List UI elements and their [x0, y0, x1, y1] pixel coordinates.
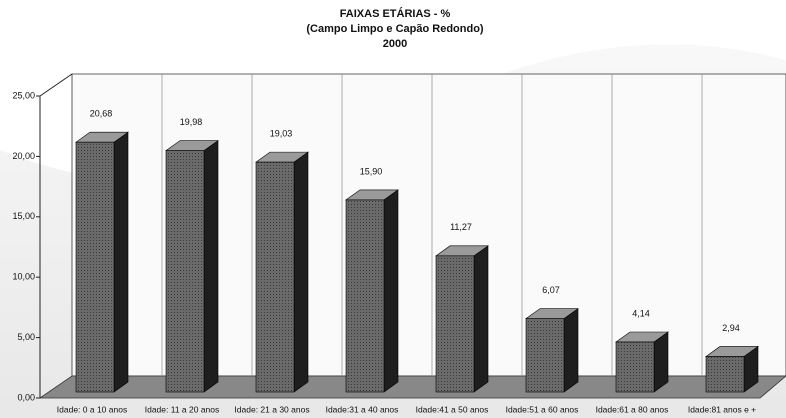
y-tick-label: 10,00	[12, 272, 35, 282]
bar-front	[705, 356, 745, 393]
bar-front	[165, 150, 205, 393]
bar	[345, 189, 399, 393]
data-label: 2,94	[722, 323, 740, 333]
bar-side	[113, 131, 129, 393]
bar-front	[75, 141, 115, 393]
data-label: 6,07	[542, 285, 560, 295]
chart-title: FAIXAS ETÁRIAS - %	[340, 7, 451, 20]
data-label: 4,14	[632, 308, 650, 318]
bar	[75, 131, 129, 393]
bar-front	[615, 341, 655, 393]
y-tick-label: 15,00	[12, 211, 35, 221]
bar-front	[345, 199, 385, 393]
bar	[705, 345, 759, 393]
floor	[38, 375, 786, 399]
data-label: 19,98	[180, 117, 203, 127]
bar-side	[563, 308, 579, 393]
data-label: 20,68	[90, 109, 113, 119]
chart-year: 2000	[383, 38, 407, 50]
bar-front	[525, 318, 565, 393]
x-tick-label: Idade:31 a 40 anos	[326, 404, 399, 414]
bar	[165, 140, 219, 393]
bar	[525, 308, 579, 393]
bar-front	[255, 161, 295, 393]
chart-subtitle: (Campo Limpo e Capão Redondo)	[306, 23, 484, 35]
bar-side	[653, 331, 669, 393]
back-wall	[71, 73, 786, 377]
bar-side	[383, 189, 399, 393]
y-tick-label: 0,00	[17, 392, 35, 402]
y-tick-label: 5,00	[17, 332, 35, 342]
x-tick-label: Idade: 21 a 30 anos	[234, 404, 309, 414]
bar	[435, 245, 489, 393]
data-label: 11,27	[450, 222, 472, 232]
bar-side	[293, 151, 309, 393]
x-tick-label: Idade: 11 a 20 anos	[145, 404, 220, 414]
bar	[255, 151, 309, 393]
x-tick-label: Idade:41 a 50 anos	[416, 404, 489, 414]
bar-front	[435, 255, 475, 393]
y-tick-label: 20,00	[12, 151, 35, 161]
x-tick-label: Idade:81 anos e +	[688, 404, 756, 414]
x-tick-label: Idade:61 a 80 anos	[596, 404, 669, 414]
x-tick-label: Idade: 0 a 10 anos	[57, 404, 127, 414]
data-label: 19,03	[270, 128, 293, 138]
bar	[615, 331, 669, 393]
bar-side	[203, 140, 219, 393]
y-tick-label: 25,00	[12, 90, 35, 100]
bar-side	[473, 245, 489, 393]
x-tick-label: Idade:51 a 60 anos	[506, 404, 579, 414]
data-label: 15,90	[360, 166, 383, 176]
axis-edge	[39, 73, 73, 97]
